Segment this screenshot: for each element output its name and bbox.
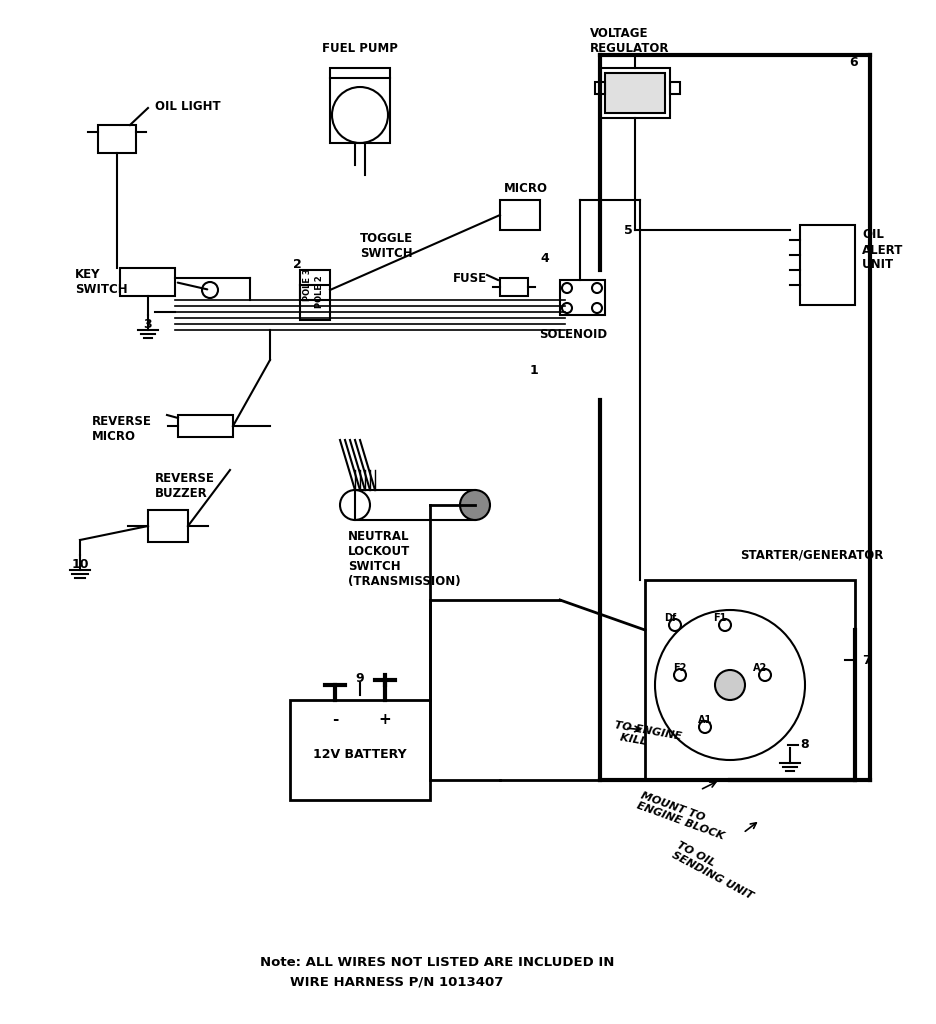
Text: VOLTAGE
REGULATOR: VOLTAGE REGULATOR: [590, 27, 669, 55]
Bar: [600, 68, 670, 118]
Text: KEY
SWITCH: KEY SWITCH: [75, 268, 127, 296]
Bar: [500, 278, 528, 296]
Text: A1: A1: [698, 715, 712, 725]
Text: WIRE HARNESS P/N 1013407: WIRE HARNESS P/N 1013407: [290, 976, 504, 988]
Text: TOGGLE
SWITCH: TOGGLE SWITCH: [360, 232, 413, 260]
Bar: [355, 490, 475, 520]
Text: 6: 6: [849, 55, 858, 69]
Bar: [300, 270, 330, 319]
Text: NEUTRAL
LOCKOUT
SWITCH
(TRANSMISSION): NEUTRAL LOCKOUT SWITCH (TRANSMISSION): [348, 530, 461, 588]
Text: 4: 4: [541, 252, 549, 265]
Circle shape: [460, 490, 490, 520]
Text: MICRO: MICRO: [504, 182, 548, 195]
Text: REVERSE
BUZZER: REVERSE BUZZER: [155, 472, 215, 500]
Text: 1: 1: [530, 364, 539, 377]
Bar: [120, 268, 175, 296]
Text: +: +: [379, 712, 391, 727]
Text: 5: 5: [623, 223, 633, 237]
Text: 10: 10: [71, 558, 89, 571]
Text: FUSE: FUSE: [453, 272, 487, 285]
Text: 8: 8: [800, 738, 809, 752]
Text: MOUNT TO
ENGINE BLOCK: MOUNT TO ENGINE BLOCK: [635, 790, 729, 842]
Text: TO OIL
SENDING UNIT: TO OIL SENDING UNIT: [670, 840, 760, 901]
Text: OIL
ALERT
UNIT: OIL ALERT UNIT: [862, 228, 903, 271]
Text: A2: A2: [753, 663, 768, 673]
Bar: [148, 510, 188, 542]
Bar: [560, 280, 605, 315]
Text: FUEL PUMP: FUEL PUMP: [322, 42, 398, 55]
Bar: [595, 82, 605, 94]
Text: 3: 3: [144, 318, 153, 331]
Text: -: -: [332, 712, 338, 727]
Text: TO ENGINE
  KILL: TO ENGINE KILL: [612, 720, 682, 753]
Text: 2: 2: [293, 258, 302, 271]
Bar: [605, 73, 665, 113]
Bar: [290, 700, 430, 800]
Bar: [670, 82, 680, 94]
Bar: [178, 415, 233, 437]
Bar: [500, 200, 540, 230]
Text: POLE 2: POLE 2: [315, 275, 325, 308]
Text: F1: F1: [713, 613, 726, 623]
Bar: [330, 68, 390, 143]
Text: Df: Df: [664, 613, 676, 623]
Text: 9: 9: [356, 672, 364, 685]
Text: SOLENOID: SOLENOID: [539, 328, 607, 341]
Text: STARTER/GENERATOR: STARTER/GENERATOR: [740, 549, 884, 562]
Text: POLE 3: POLE 3: [303, 268, 313, 301]
Text: Note: ALL WIRES NOT LISTED ARE INCLUDED IN: Note: ALL WIRES NOT LISTED ARE INCLUDED …: [260, 955, 614, 969]
Text: F2: F2: [673, 663, 687, 673]
Text: OIL LIGHT: OIL LIGHT: [155, 100, 221, 113]
Bar: [800, 225, 855, 305]
Bar: [645, 580, 855, 780]
Text: REVERSE
MICRO: REVERSE MICRO: [92, 415, 152, 443]
Bar: [98, 125, 136, 153]
Circle shape: [715, 670, 745, 700]
Text: 7: 7: [862, 653, 870, 667]
Text: 12V BATTERY: 12V BATTERY: [314, 749, 407, 762]
